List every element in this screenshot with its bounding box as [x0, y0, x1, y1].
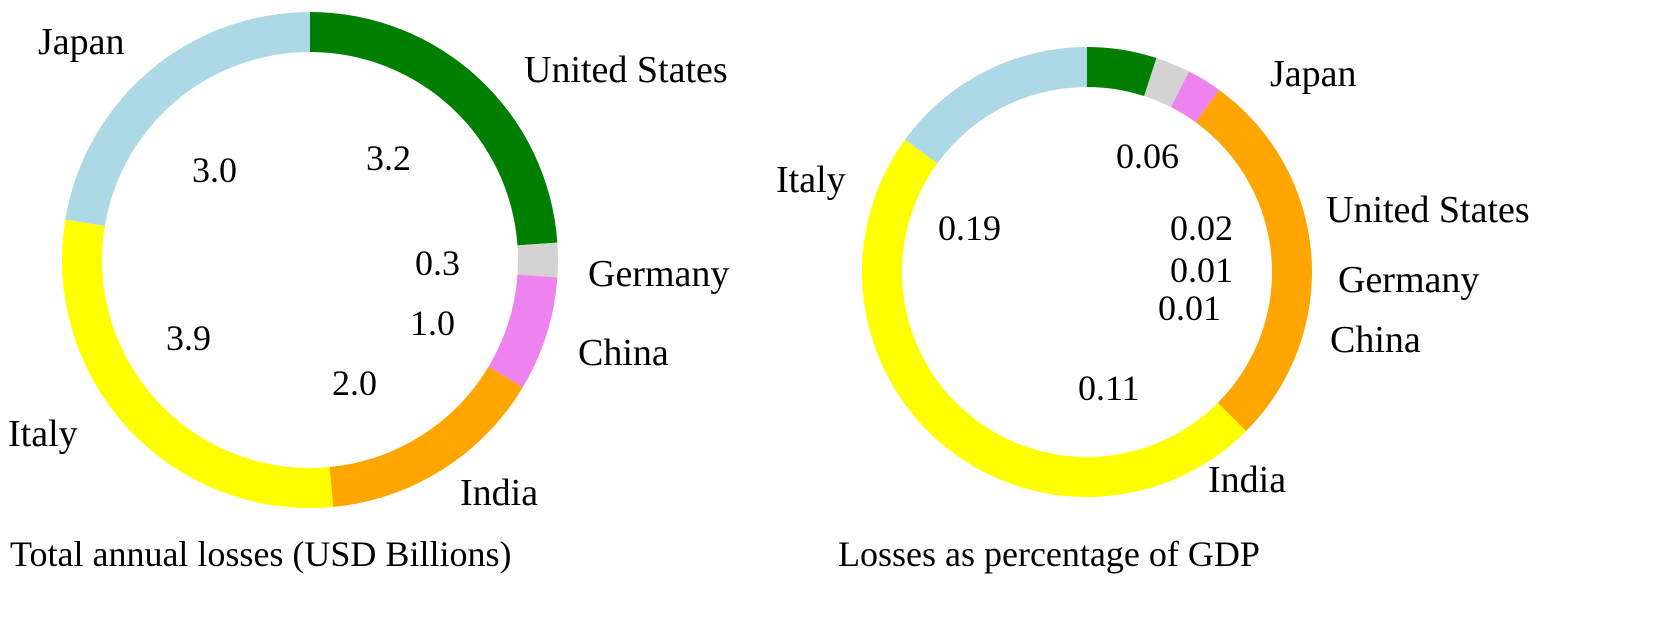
- category-label-china: China: [1330, 319, 1421, 361]
- value-label-united-states: 3.2: [366, 138, 411, 178]
- category-label-india: India: [460, 472, 538, 514]
- slice-germany: [1144, 58, 1190, 108]
- slice-italy: [862, 139, 1247, 497]
- slice-india: [329, 366, 523, 507]
- slice-china: [1170, 71, 1220, 123]
- value-label-japan: 0.06: [1116, 136, 1179, 176]
- category-label-germany: Germany: [588, 253, 729, 295]
- category-label-japan: Japan: [38, 21, 125, 63]
- slice-united-states: [310, 12, 558, 246]
- chart-gdp-percentage: United States Germany China India Italy Japan…: [776, 47, 1530, 574]
- category-label-china: China: [578, 332, 669, 374]
- value-label-germany: 0.3: [415, 243, 460, 283]
- value-label-china: 1.0: [410, 303, 455, 343]
- slice-germany: [517, 242, 558, 278]
- category-label-india: India: [1208, 459, 1286, 501]
- chart-total-losses: United States Germany China India Italy Japan…: [8, 11, 729, 574]
- slice-united-states: [1087, 47, 1157, 97]
- category-label-japan: Japan: [1270, 53, 1357, 95]
- value-label-japan: 3.0: [192, 150, 237, 190]
- slice-china: [488, 274, 558, 388]
- category-label-italy: Italy: [776, 159, 846, 201]
- chart-title: Total annual losses (USD Billions): [10, 534, 511, 574]
- value-label-italy: 3.9: [166, 318, 211, 358]
- value-label-united-states: 0.02: [1170, 208, 1233, 248]
- slice-japan: [65, 11, 310, 227]
- value-label-china: 0.01: [1158, 288, 1221, 328]
- category-label-united-states: United States: [1326, 189, 1530, 231]
- category-label-united-states: United States: [524, 49, 728, 91]
- value-label-india: 0.11: [1078, 368, 1140, 408]
- chart-title: Losses as percentage of GDP: [838, 534, 1260, 574]
- slice-japan: [904, 47, 1087, 164]
- value-label-italy: 0.19: [938, 208, 1001, 248]
- category-label-germany: Germany: [1338, 259, 1479, 301]
- slice-india: [1195, 89, 1312, 432]
- category-label-italy: Italy: [8, 413, 78, 455]
- slice-italy: [61, 219, 334, 508]
- value-label-germany: 0.01: [1170, 250, 1233, 290]
- value-label-india: 2.0: [332, 363, 377, 403]
